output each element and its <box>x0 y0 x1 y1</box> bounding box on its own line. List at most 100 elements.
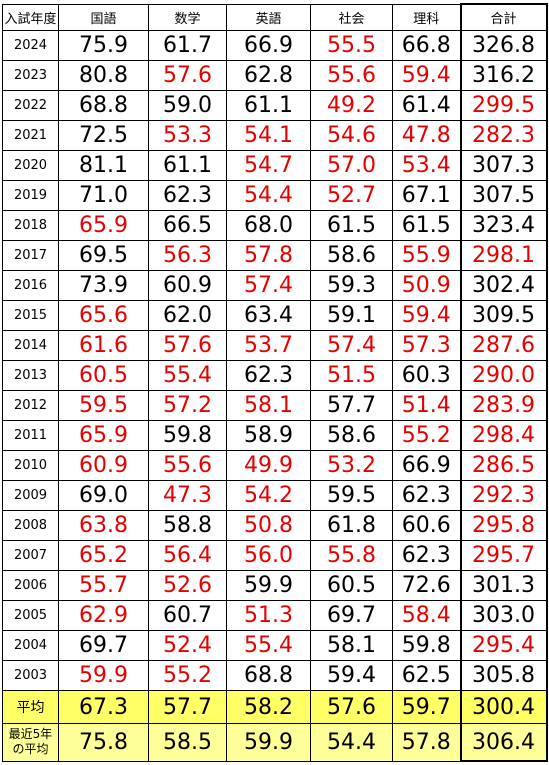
score-cell: 56.0 <box>226 540 311 571</box>
year-row: 2022 68.8 59.0 61.1 49.2 61.4 299.5 <box>2 90 548 121</box>
score-cell: 71.0 <box>58 180 149 211</box>
score-cell: 54.4 <box>226 180 311 211</box>
score-cell: 65.9 <box>58 420 149 451</box>
year-row: 2003 59.9 55.2 68.8 59.4 62.5 305.8 <box>2 660 548 691</box>
score-cell: 61.6 <box>58 330 149 361</box>
score-cell: 52.7 <box>310 180 393 211</box>
score-cell: 295.4 <box>459 630 548 661</box>
score-cell: 80.8 <box>58 60 149 91</box>
score-cell: 54.6 <box>310 120 393 151</box>
score-cell: 295.8 <box>459 510 548 541</box>
score-cell: 53.7 <box>226 330 311 361</box>
score-cell: 298.1 <box>459 240 548 271</box>
score-cell: 57.4 <box>226 270 311 301</box>
score-cell: 286.5 <box>459 450 548 481</box>
year-row: 2016 73.9 60.9 57.4 59.3 50.9 302.4 <box>2 270 548 301</box>
year-row: 2009 69.0 47.3 54.2 59.5 62.3 292.3 <box>2 480 548 511</box>
average-cell: 67.3 <box>58 690 149 724</box>
year-row: 2024 75.9 61.7 66.9 55.5 66.8 326.8 <box>2 30 548 61</box>
header-cell: 理科 <box>392 3 461 31</box>
score-cell: 69.5 <box>58 240 149 271</box>
score-cell: 62.3 <box>392 480 461 511</box>
header-cell: 社会 <box>310 3 393 31</box>
score-cell: 57.0 <box>310 150 393 181</box>
score-cell: 66.5 <box>148 210 227 241</box>
score-cell: 305.8 <box>459 660 548 691</box>
score-cell: 307.5 <box>459 180 548 211</box>
score-cell: 60.3 <box>392 360 461 391</box>
score-cell: 69.7 <box>58 630 149 661</box>
score-cell: 60.5 <box>310 570 393 601</box>
score-cell: 68.8 <box>226 660 311 691</box>
score-cell: 59.9 <box>226 570 311 601</box>
year-cell: 2019 <box>2 180 59 211</box>
score-cell: 68.0 <box>226 210 311 241</box>
score-cell: 61.5 <box>392 210 461 241</box>
average-cell: 306.4 <box>459 723 548 762</box>
score-cell: 68.8 <box>58 90 149 121</box>
score-cell: 61.7 <box>148 30 227 61</box>
year-row: 2018 65.9 66.5 68.0 61.5 61.5 323.4 <box>2 210 548 241</box>
score-cell: 63.4 <box>226 300 311 331</box>
score-cell: 50.8 <box>226 510 311 541</box>
score-cell: 54.1 <box>226 120 311 151</box>
average-cell: 54.4 <box>310 723 393 762</box>
header-cell: 英語 <box>226 3 311 31</box>
score-cell: 59.8 <box>392 630 461 661</box>
year-row: 2011 65.9 59.8 58.9 58.6 55.2 298.4 <box>2 420 548 451</box>
score-cell: 55.6 <box>148 450 227 481</box>
year-cell: 2020 <box>2 150 59 181</box>
header-cell: 合計 <box>459 3 548 31</box>
score-cell: 326.8 <box>459 30 548 61</box>
year-row: 2012 59.5 57.2 58.1 57.7 51.4 283.9 <box>2 390 548 421</box>
average-cell: 57.8 <box>392 723 461 762</box>
score-cell: 50.9 <box>392 270 461 301</box>
average-cell: 59.7 <box>392 690 461 724</box>
score-cell: 59.5 <box>310 480 393 511</box>
score-cell: 295.7 <box>459 540 548 571</box>
score-cell: 58.4 <box>392 600 461 631</box>
year-cell: 2003 <box>2 660 59 691</box>
score-cell: 57.6 <box>148 60 227 91</box>
year-row: 2017 69.5 56.3 57.8 58.6 55.9 298.1 <box>2 240 548 271</box>
score-cell: 65.9 <box>58 210 149 241</box>
header-row: 入試年度 国語 数学 英語 社会 理科 合計 <box>2 3 548 31</box>
score-cell: 287.6 <box>459 330 548 361</box>
score-cell: 58.8 <box>148 510 227 541</box>
score-cell: 55.4 <box>226 630 311 661</box>
score-cell: 66.9 <box>392 450 461 481</box>
score-cell: 59.4 <box>310 660 393 691</box>
year-row: 2006 55.7 52.6 59.9 60.5 72.6 301.3 <box>2 570 548 601</box>
score-cell: 63.8 <box>58 510 149 541</box>
score-cell: 51.4 <box>392 390 461 421</box>
score-cell: 56.4 <box>148 540 227 571</box>
score-cell: 298.4 <box>459 420 548 451</box>
year-cell: 2005 <box>2 600 59 631</box>
score-cell: 62.3 <box>226 360 311 391</box>
score-cell: 49.9 <box>226 450 311 481</box>
score-cell: 60.6 <box>392 510 461 541</box>
year-row: 2008 63.8 58.8 50.8 61.8 60.6 295.8 <box>2 510 548 541</box>
year-row: 2007 65.2 56.4 56.0 55.8 62.3 295.7 <box>2 540 548 571</box>
year-cell: 2011 <box>2 420 59 451</box>
score-cell: 60.5 <box>58 360 149 391</box>
year-cell: 2004 <box>2 630 59 661</box>
header-cell: 入試年度 <box>2 3 59 31</box>
average-cell: 75.8 <box>58 723 149 762</box>
score-cell: 62.9 <box>58 600 149 631</box>
score-cell: 65.2 <box>58 540 149 571</box>
score-cell: 290.0 <box>459 360 548 391</box>
year-row: 2010 60.9 55.6 49.9 53.2 66.9 286.5 <box>2 450 548 481</box>
score-cell: 55.4 <box>148 360 227 391</box>
score-cell: 57.8 <box>226 240 311 271</box>
row-label: 最近5年 の平均 <box>2 723 59 762</box>
score-cell: 59.1 <box>310 300 393 331</box>
year-row: 2014 61.6 57.6 53.7 57.4 57.3 287.6 <box>2 330 548 361</box>
score-cell: 55.2 <box>392 420 461 451</box>
score-cell: 53.4 <box>392 150 461 181</box>
score-cell: 57.6 <box>148 330 227 361</box>
score-cell: 55.2 <box>148 660 227 691</box>
score-cell: 57.4 <box>310 330 393 361</box>
score-cell: 81.1 <box>58 150 149 181</box>
